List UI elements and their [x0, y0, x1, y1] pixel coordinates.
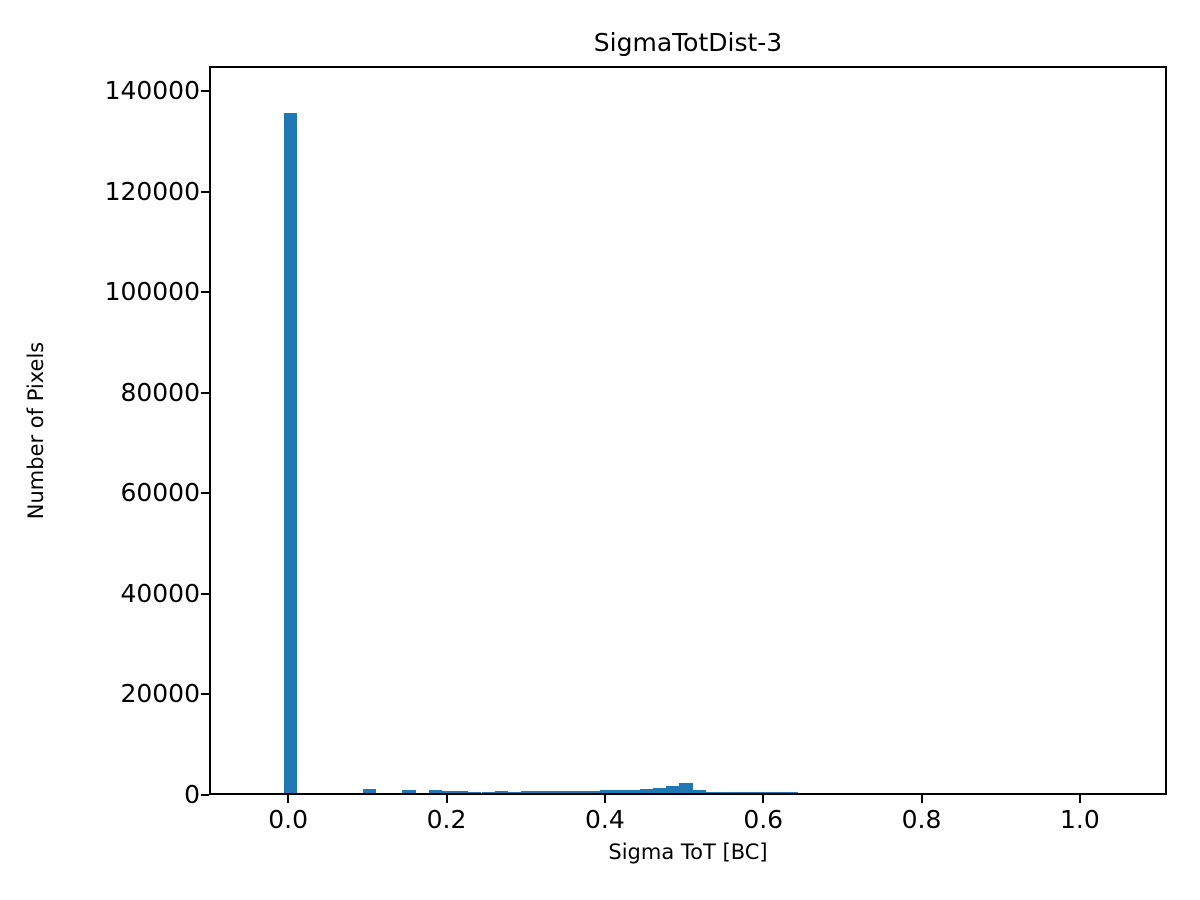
- histogram-bar: [481, 791, 495, 793]
- x-tick-mark: [1078, 795, 1081, 803]
- y-tick-label: 20000: [120, 679, 200, 709]
- y-tick-mark: [201, 492, 209, 495]
- histogram-bar: [666, 785, 680, 793]
- page-title: SigmaTotDist-3: [593, 28, 783, 57]
- x-tick-mark: [287, 795, 290, 803]
- x-axis-label: Sigma ToT [BC]: [608, 840, 768, 864]
- histogram-bar: [705, 791, 720, 793]
- histogram-bar: [719, 791, 733, 793]
- histogram-bar: [613, 790, 627, 793]
- histogram-bar: [547, 791, 561, 793]
- x-tick-label: 0.0: [268, 805, 309, 834]
- histogram-bar: [573, 790, 588, 793]
- x-tick-mark: [445, 795, 448, 803]
- x-tick-mark: [603, 795, 606, 803]
- histogram-bar: [507, 791, 522, 793]
- histogram-bar: [679, 782, 693, 793]
- histogram-bar: [455, 791, 469, 793]
- histogram-bar: [362, 789, 376, 793]
- histogram-bar: [758, 791, 772, 793]
- histogram-bar: [468, 791, 482, 793]
- y-tick-label: 120000: [104, 176, 200, 206]
- x-tick-label: 0.4: [584, 805, 625, 834]
- y-tick-mark: [201, 190, 209, 193]
- histogram-bar: [745, 791, 759, 793]
- plot-area: [209, 66, 1167, 795]
- histogram-bar: [494, 791, 508, 793]
- histogram-bar: [402, 789, 416, 793]
- histogram-bar: [639, 789, 654, 793]
- histogram-bar: [626, 789, 640, 793]
- y-tick-label: 80000: [120, 377, 200, 407]
- x-tick-mark: [920, 795, 923, 803]
- y-tick-label: 40000: [120, 578, 200, 608]
- histogram-bar: [653, 788, 667, 793]
- y-tick-label: 60000: [120, 478, 200, 508]
- y-tick-mark: [201, 90, 209, 93]
- y-tick-mark: [201, 693, 209, 696]
- histogram-bar: [732, 791, 746, 793]
- y-tick-mark: [201, 291, 209, 294]
- histogram-bar: [441, 790, 456, 793]
- y-tick-mark: [201, 592, 209, 595]
- histogram-bar: [283, 112, 297, 793]
- histogram-bar: [784, 791, 799, 793]
- x-tick-mark: [762, 795, 765, 803]
- histogram-bar: [692, 790, 706, 793]
- histogram-bar: [560, 790, 574, 793]
- x-tick-label: 1.0: [1060, 805, 1100, 834]
- x-tick-label: 0.6: [743, 805, 784, 834]
- y-tick-label: 140000: [104, 76, 200, 106]
- histogram-bar: [771, 791, 786, 793]
- x-tick-label: 0.8: [901, 805, 942, 834]
- y-tick-label: 100000: [104, 277, 200, 307]
- y-tick-mark: [201, 391, 209, 394]
- x-tick-label: 0.2: [426, 805, 467, 834]
- y-tick-label: 0: [184, 780, 200, 809]
- histogram-bar: [428, 790, 442, 793]
- histogram-bar: [521, 791, 535, 793]
- histogram-bar: [587, 790, 601, 793]
- y-axis-label: Number of Pixels: [24, 341, 48, 520]
- histogram-bar: [600, 790, 614, 793]
- histogram-bar: [534, 791, 548, 793]
- histogram-bars: [211, 68, 1165, 793]
- y-tick-mark: [201, 794, 209, 796]
